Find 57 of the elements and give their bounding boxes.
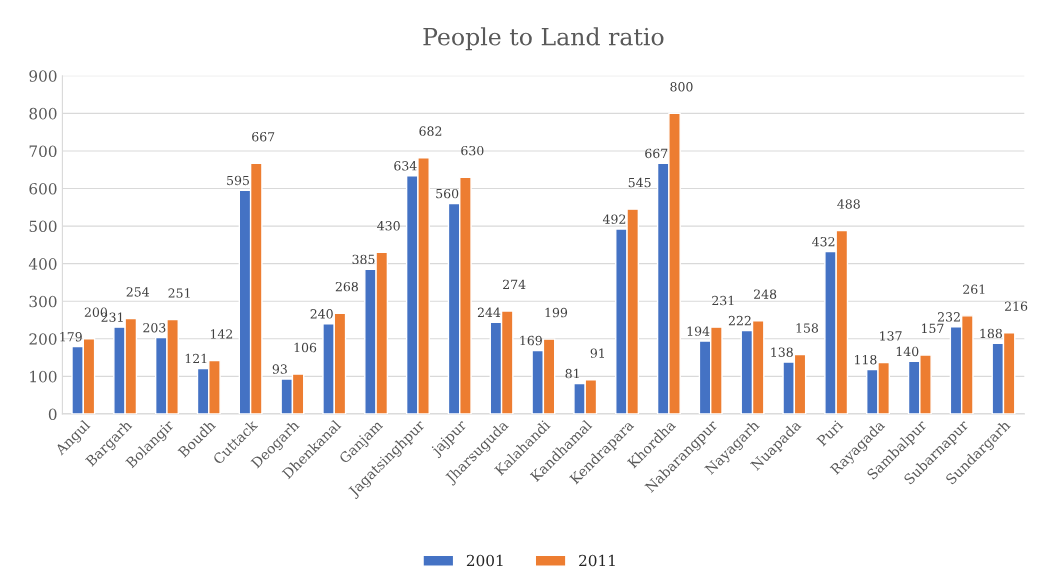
- data-label: 106: [294, 342, 317, 353]
- data-label: 630: [461, 145, 484, 156]
- data-label: 216: [1005, 301, 1028, 311]
- data-label: 194: [687, 326, 710, 336]
- data-label: 492: [602, 214, 626, 224]
- data-label: 254: [126, 287, 150, 297]
- data-label: 188: [980, 328, 1002, 339]
- data-label: 199: [545, 307, 568, 318]
- data-label: 488: [837, 199, 860, 209]
- data-label: 222: [728, 315, 751, 326]
- data-label: 142: [210, 329, 233, 339]
- y-tick-label: 500: [29, 220, 57, 233]
- y-tick-label: 400: [28, 258, 57, 270]
- data-label: 231: [712, 295, 734, 306]
- y-tick-label: 800: [29, 107, 57, 120]
- y-tick-label: 0: [48, 408, 57, 420]
- data-label: 157: [922, 323, 944, 334]
- data-label: 240: [310, 309, 333, 319]
- data-label: 667: [252, 132, 275, 142]
- data-label: 244: [477, 307, 501, 317]
- data-label: 634: [394, 161, 417, 171]
- data-label: 274: [503, 279, 526, 289]
- y-tick-label: 600: [29, 182, 57, 195]
- data-label: 93: [272, 364, 287, 374]
- y-tick-label: 300: [29, 295, 57, 308]
- data-label: 140: [896, 346, 919, 357]
- chart-title: People to Land ratio: [423, 27, 664, 51]
- data-label: 91: [590, 348, 604, 358]
- y-tick-label: 100: [30, 370, 57, 383]
- data-label: 430: [377, 221, 400, 231]
- data-label: 121: [185, 353, 207, 364]
- data-label: 118: [855, 354, 877, 365]
- data-label: 682: [419, 126, 442, 136]
- data-label: 432: [812, 236, 835, 247]
- y-tick-label: 700: [29, 145, 57, 157]
- data-label: 545: [628, 177, 651, 188]
- data-label: 179: [60, 332, 82, 342]
- data-label: 251: [168, 288, 190, 298]
- data-label: 169: [520, 335, 542, 346]
- data-label: 667: [645, 148, 668, 159]
- data-label: 560: [436, 188, 459, 199]
- data-label: 800: [670, 82, 693, 92]
- data-label: 595: [227, 175, 249, 186]
- data-label: 261: [963, 284, 985, 294]
- y-tick-label: 900: [29, 70, 57, 82]
- data-label: 138: [771, 347, 793, 357]
- data-label: 203: [143, 323, 166, 333]
- legend-label: 2011: [579, 554, 615, 567]
- data-label: 385: [352, 254, 375, 265]
- y-tick-label: 200: [29, 333, 57, 345]
- legend-label: 2001: [466, 554, 503, 567]
- data-label: 137: [880, 331, 902, 341]
- data-label: 81: [565, 368, 579, 379]
- data-label: 232: [937, 312, 960, 322]
- data-label: 158: [796, 323, 819, 333]
- data-label: 268: [335, 281, 358, 292]
- data-label: 248: [754, 289, 777, 299]
